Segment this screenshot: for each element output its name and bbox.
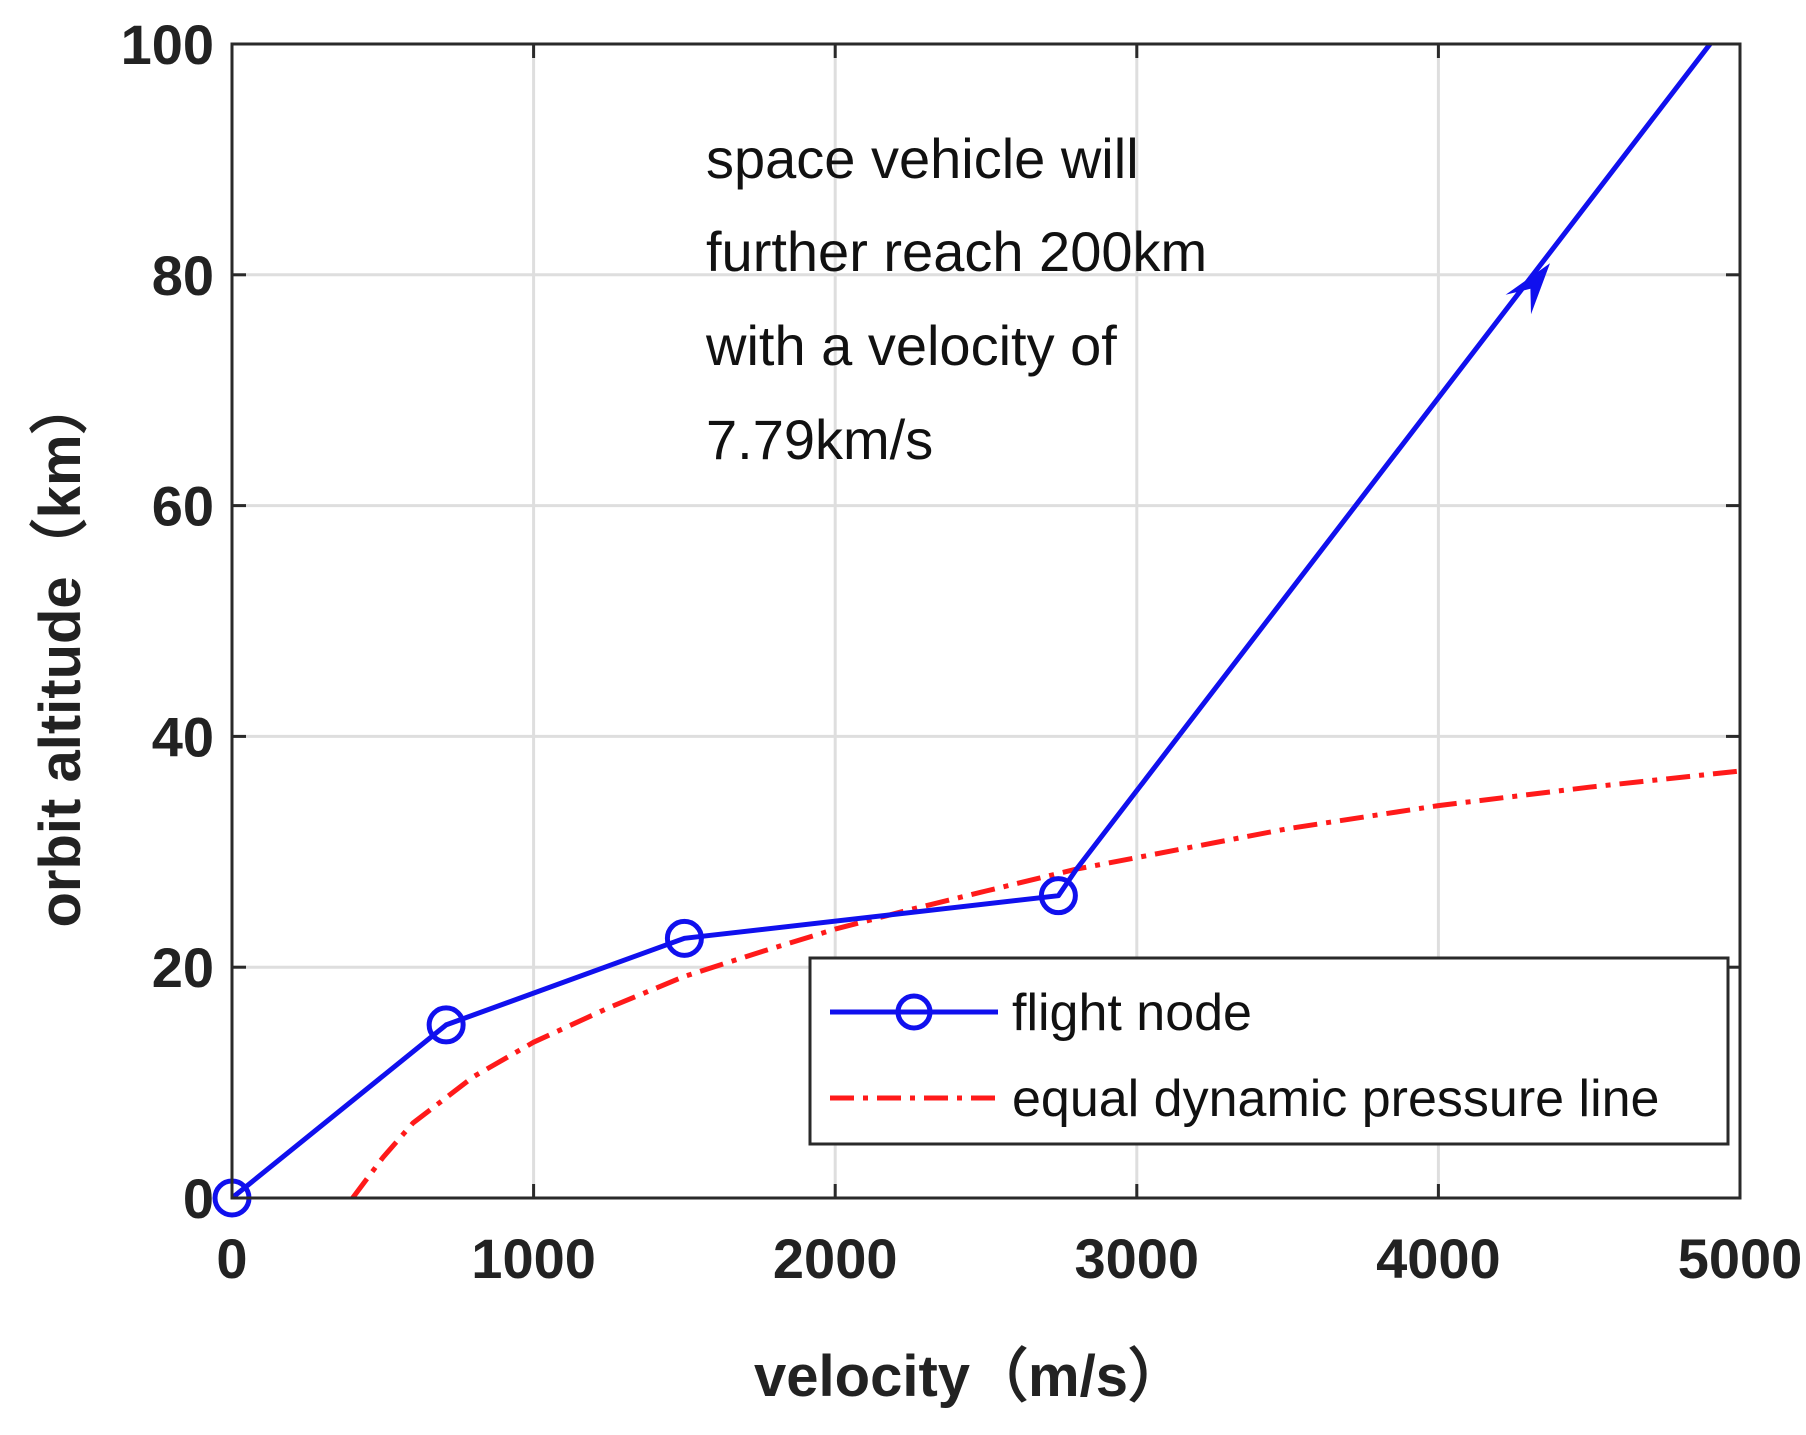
y-axis-title: orbit altitude（km） — [28, 376, 93, 927]
y-tick-label: 20 — [152, 936, 214, 999]
annotation: space vehicle will further reach 200km w… — [705, 127, 1207, 471]
legend-label-equal-dynamic-pressure-line: equal dynamic pressure line — [1012, 1070, 1659, 1128]
grid — [232, 44, 1740, 1198]
y-tick-label: 0 — [183, 1167, 214, 1230]
x-tick-label: 2000 — [773, 1227, 898, 1290]
flight-node-marker — [664, 918, 704, 958]
x-tick-label: 3000 — [1075, 1227, 1200, 1290]
series-line-equal-dynamic-pressure — [350, 768, 1740, 1198]
y-tick-label: 60 — [152, 475, 214, 538]
y-tick-label: 40 — [152, 705, 214, 768]
legend-box — [808, 956, 1730, 1146]
legend: flight node equal dynamic pressure line — [808, 956, 1730, 1146]
legend-marker-flight-node — [895, 993, 933, 1031]
y-tick-label: 80 — [152, 244, 214, 307]
x-tick-label: 0 — [216, 1227, 247, 1290]
annotation-line-1: space vehicle will — [706, 127, 1139, 190]
ticks: 0 1000 2000 3000 4000 5000 0 20 40 60 80 100 — [121, 13, 1803, 1290]
series-line-flight-node — [232, 44, 1714, 1198]
series-clip-group — [232, 44, 1740, 1198]
flight-node-marker — [426, 1005, 466, 1045]
y-tick-label: 100 — [121, 13, 214, 76]
x-tick-label: 4000 — [1376, 1227, 1501, 1290]
flight-node-marker — [1038, 876, 1078, 916]
x-axis-title: velocity（m/s） — [754, 1344, 1186, 1409]
annotation-line-4: 7.79km/s — [706, 408, 933, 471]
legend-label-flight-node: flight node — [1012, 984, 1252, 1042]
x-tick-label: 1000 — [471, 1227, 596, 1290]
direction-arrow — [1505, 263, 1550, 315]
x-tick-label: 5000 — [1678, 1227, 1803, 1290]
plot-frame — [230, 42, 1742, 1200]
annotation-line-3: with a velocity of — [705, 314, 1117, 377]
annotation-line-2: further reach 200km — [706, 220, 1207, 283]
